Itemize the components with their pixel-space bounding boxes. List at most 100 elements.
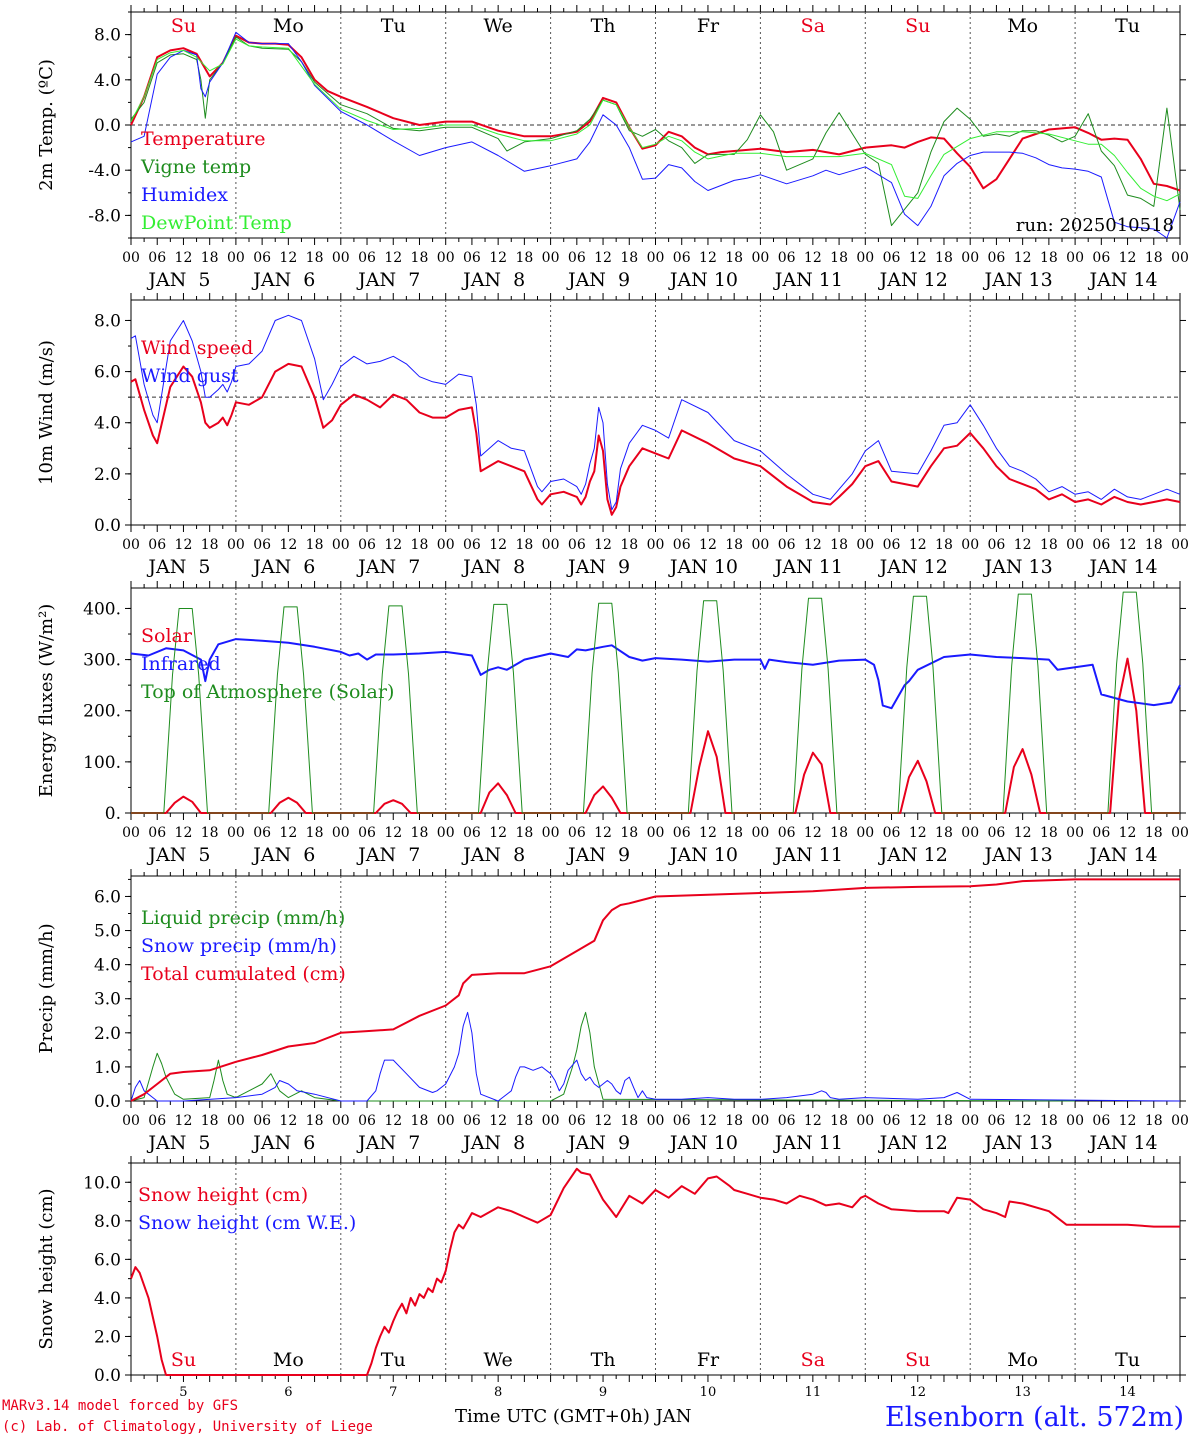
hour-label: 18 bbox=[830, 825, 848, 841]
hour-label: 06 bbox=[148, 250, 166, 266]
day-of-week-label: Tu bbox=[1115, 15, 1140, 37]
hour-label: 18 bbox=[515, 537, 533, 553]
hour-label: 18 bbox=[201, 1113, 219, 1129]
hour-label: 12 bbox=[804, 250, 822, 266]
hour-label: 12 bbox=[384, 250, 402, 266]
hour-label: 06 bbox=[883, 250, 901, 266]
hour-label: 06 bbox=[673, 825, 691, 841]
hour-label: 00 bbox=[227, 825, 245, 841]
hour-label: 06 bbox=[463, 1113, 481, 1129]
hour-label: 06 bbox=[988, 1113, 1006, 1129]
date-label: JAN 7 bbox=[356, 556, 420, 578]
hour-label: 18 bbox=[1145, 825, 1163, 841]
hour-label: 12 bbox=[279, 825, 297, 841]
hour-label: 18 bbox=[1040, 825, 1058, 841]
hour-label: 00 bbox=[227, 537, 245, 553]
hour-label: 00 bbox=[856, 250, 874, 266]
y-tick-label: 4.0 bbox=[94, 414, 121, 434]
day-of-week-label: Su bbox=[905, 1349, 930, 1371]
hour-label: 06 bbox=[568, 825, 586, 841]
y-tick-label: 6.0 bbox=[94, 363, 121, 383]
y-tick-label: 10.0 bbox=[83, 1173, 121, 1193]
hour-label: 12 bbox=[1119, 537, 1137, 553]
series-line-liquid-precip-mm-h- bbox=[130, 1011, 1076, 1102]
day-of-week-label: Fr bbox=[697, 15, 720, 37]
day-number-label: 6 bbox=[284, 1385, 292, 1400]
date-label: JAN 5 bbox=[146, 269, 210, 291]
hour-label: 00 bbox=[1066, 825, 1084, 841]
hour-label: 12 bbox=[1014, 825, 1032, 841]
day-number-label: 11 bbox=[805, 1385, 822, 1400]
date-label: JAN 6 bbox=[251, 1132, 315, 1154]
hour-label: 00 bbox=[122, 1113, 140, 1129]
hour-label: 06 bbox=[148, 537, 166, 553]
date-label: JAN 12 bbox=[878, 556, 948, 578]
y-tick-label: -4.0 bbox=[88, 161, 121, 181]
hour-label: 00 bbox=[1066, 537, 1084, 553]
hour-label: 06 bbox=[253, 250, 271, 266]
y-tick-label: 1.0 bbox=[94, 1058, 121, 1078]
hour-label: 18 bbox=[1145, 537, 1163, 553]
hour-label: 06 bbox=[988, 250, 1006, 266]
hour-label: 18 bbox=[725, 537, 743, 553]
hour-label: 00 bbox=[1171, 537, 1189, 553]
hour-label: 12 bbox=[1014, 250, 1032, 266]
hour-label: 18 bbox=[620, 825, 638, 841]
date-label: JAN 8 bbox=[461, 844, 525, 866]
hour-label: 00 bbox=[122, 250, 140, 266]
panel-5: 10.0 8.0 6.0 4.0 2.0 0.0 Snow height (cm) Snow … bbox=[36, 1156, 1186, 1400]
legend-entry: Wind speed bbox=[141, 337, 253, 359]
panel-4: 6.0 5.0 4.0 3.0 2.0 1.0 0.0 Precip (mm/h) Liquid… bbox=[36, 869, 1189, 1154]
day-of-week-label: We bbox=[484, 1349, 513, 1371]
hour-label: 06 bbox=[673, 250, 691, 266]
y-axis-label: Precip (mm/h) bbox=[36, 923, 57, 1053]
hour-label: 06 bbox=[778, 1113, 796, 1129]
hour-label: 18 bbox=[935, 537, 953, 553]
hour-label: 00 bbox=[961, 1113, 979, 1129]
date-label: JAN 10 bbox=[668, 1132, 738, 1154]
y-tick-label: 100. bbox=[83, 753, 121, 773]
hour-label: 06 bbox=[358, 1113, 376, 1129]
hour-label: 06 bbox=[568, 537, 586, 553]
hour-label: 06 bbox=[1092, 825, 1110, 841]
hour-label: 18 bbox=[1145, 250, 1163, 266]
hour-label: 00 bbox=[856, 1113, 874, 1129]
date-label: JAN 13 bbox=[983, 844, 1053, 866]
date-label: JAN 8 bbox=[461, 1132, 525, 1154]
date-label: JAN 13 bbox=[983, 269, 1053, 291]
hour-label: 06 bbox=[1092, 250, 1110, 266]
day-of-week-label: Fr bbox=[697, 1349, 720, 1371]
hour-label: 00 bbox=[122, 537, 140, 553]
y-tick-label: 6.0 bbox=[94, 1250, 121, 1270]
hour-label: 00 bbox=[542, 250, 560, 266]
date-label: JAN 8 bbox=[461, 556, 525, 578]
legend-entry: DewPoint Temp bbox=[141, 212, 292, 234]
date-label: JAN 14 bbox=[1087, 844, 1157, 866]
day-number-label: 10 bbox=[700, 1385, 717, 1400]
hour-label: 12 bbox=[175, 825, 193, 841]
date-label: JAN 5 bbox=[146, 1132, 210, 1154]
date-label: JAN 10 bbox=[668, 556, 738, 578]
y-tick-label: 0.0 bbox=[94, 516, 121, 536]
legend-entry: Snow height (cm) bbox=[138, 1184, 308, 1206]
y-axis-label: 10m Wind (m/s) bbox=[36, 340, 57, 485]
hour-label: 00 bbox=[751, 537, 769, 553]
hour-label: 00 bbox=[1171, 825, 1189, 841]
hour-label: 06 bbox=[883, 537, 901, 553]
legend-entry: Total cumulated (cm) bbox=[141, 963, 346, 985]
hour-label: 06 bbox=[463, 250, 481, 266]
hour-label: 06 bbox=[463, 537, 481, 553]
hour-label: 00 bbox=[961, 250, 979, 266]
hour-label: 18 bbox=[935, 1113, 953, 1129]
hour-label: 18 bbox=[201, 825, 219, 841]
hour-label: 12 bbox=[594, 825, 612, 841]
hour-label: 00 bbox=[961, 825, 979, 841]
day-of-week-label: Sa bbox=[801, 1349, 825, 1371]
hour-label: 06 bbox=[148, 1113, 166, 1129]
y-tick-label: 2.0 bbox=[94, 1024, 121, 1044]
hour-label: 18 bbox=[620, 250, 638, 266]
day-of-week-label: Tu bbox=[381, 1349, 406, 1371]
date-label: JAN 5 bbox=[146, 844, 210, 866]
hour-label: 00 bbox=[332, 825, 350, 841]
hour-label: 12 bbox=[175, 1113, 193, 1129]
